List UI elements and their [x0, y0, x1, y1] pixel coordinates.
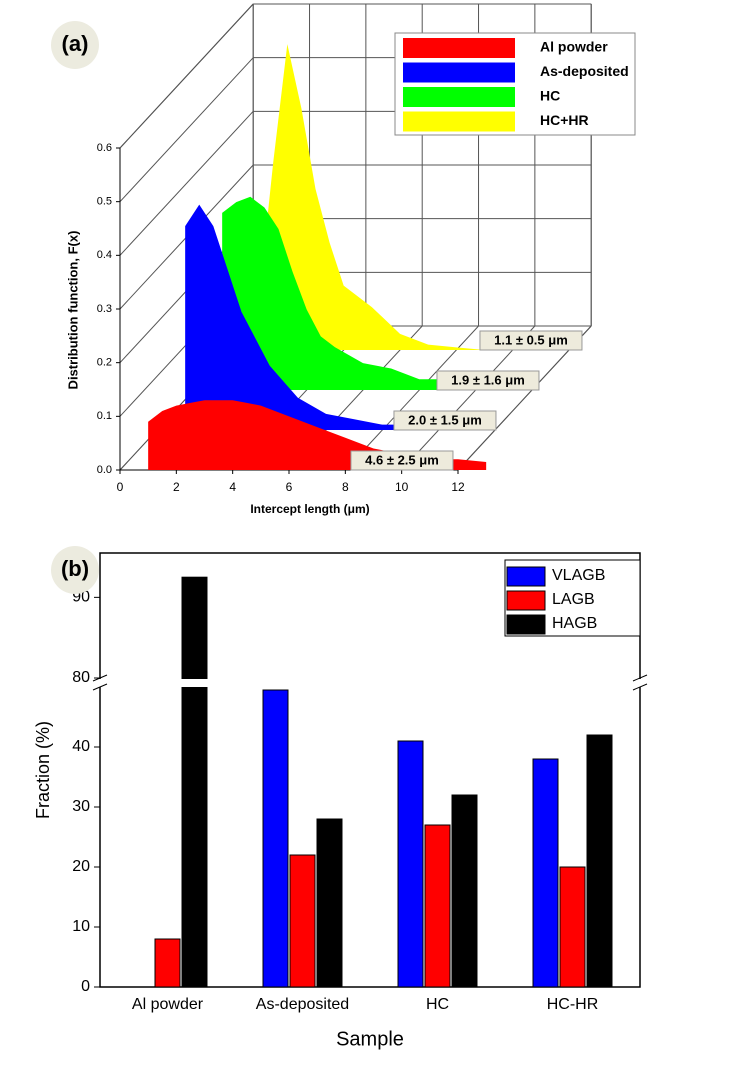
x-tick-label: As-deposited	[256, 996, 349, 1013]
bar	[559, 866, 586, 988]
panel-badge	[51, 21, 99, 69]
annotation: 1.1 ± 0.5 μm	[494, 332, 568, 347]
x-tick-label: Al powder	[132, 996, 204, 1013]
y-tick-label: 0.4	[97, 249, 112, 261]
bar	[397, 740, 424, 988]
plot-frame	[99, 552, 641, 988]
x-tick-label: HC	[426, 996, 449, 1013]
y-tick-label: 0.2	[97, 357, 112, 369]
annotation-box	[436, 370, 540, 391]
y-tick-label: 0	[81, 978, 90, 995]
y-tick-label: 30	[72, 798, 90, 815]
x-tick-label: 8	[342, 480, 349, 494]
bar	[532, 758, 559, 988]
legend-label: As-deposited	[540, 63, 629, 79]
bar	[289, 854, 316, 988]
legend-label: HC	[540, 88, 560, 104]
break-mark	[632, 683, 648, 691]
distribution-area	[185, 204, 524, 430]
legend-swatch	[506, 566, 546, 587]
bar	[586, 734, 613, 988]
annotation: 2.0 ± 1.5 μm	[408, 412, 482, 427]
grid-line	[119, 57, 254, 203]
legend-label: Al powder	[540, 39, 608, 55]
legend-swatch	[506, 590, 546, 611]
distribution-area	[148, 400, 487, 470]
grid-line	[119, 3, 254, 149]
x-tick-label: 10	[395, 480, 409, 494]
legend-swatch	[403, 87, 515, 107]
panel-label: (a)	[62, 31, 89, 56]
x-tick-label: 12	[451, 480, 465, 494]
y-tick-label: 0.3	[97, 303, 112, 315]
annotation: 1.9 ± 1.6 μm	[451, 372, 525, 387]
x-tick-label: 4	[229, 480, 236, 494]
x-tick-label: 6	[286, 480, 293, 494]
legend-label: VLAGB	[552, 567, 605, 584]
bar	[181, 576, 208, 988]
y-tick-label: 40	[72, 738, 90, 755]
y-tick-label: 0.0	[97, 464, 112, 476]
legend-label: HC+HR	[540, 112, 589, 128]
bar	[424, 824, 451, 988]
y-axis-title: Fraction (%)	[33, 721, 53, 819]
break-mark	[632, 674, 648, 682]
x-tick-label: 0	[117, 480, 124, 494]
x-tick-label: HC-HR	[547, 996, 599, 1013]
y-axis-title: Distribution function, F(x)	[65, 231, 80, 390]
bar	[316, 818, 343, 988]
legend-swatch	[403, 38, 515, 58]
legend-swatch	[403, 111, 515, 132]
bar	[451, 794, 478, 988]
break-mark	[92, 674, 108, 682]
break-mark	[92, 683, 108, 691]
legend-label: HAGB	[552, 615, 597, 632]
y-tick-label: 20	[72, 858, 90, 875]
legend-swatch	[403, 62, 515, 83]
x-axis-title: Sample	[336, 1028, 404, 1050]
panel-label: (b)	[61, 556, 89, 581]
distribution-area	[222, 196, 561, 390]
y-tick-label: 0.6	[97, 142, 112, 154]
annotation-box	[479, 330, 583, 351]
annotation-box	[350, 450, 454, 471]
bar	[262, 689, 289, 988]
y-tick-label: 0.5	[97, 196, 112, 208]
annotation: 4.6 ± 2.5 μm	[365, 452, 439, 467]
axis-break	[92, 679, 648, 687]
bar	[154, 938, 181, 988]
y-tick-label: 0.1	[97, 410, 112, 422]
x-axis-title: Intercept length (μm)	[250, 502, 369, 516]
annotation-box	[393, 410, 497, 431]
y-tick-label: 80	[72, 669, 90, 686]
legend-swatch	[506, 614, 546, 635]
legend-label: LAGB	[552, 591, 595, 608]
y-tick-label: 10	[72, 918, 90, 935]
grid-line	[119, 110, 254, 256]
panel-badge	[51, 546, 99, 594]
x-tick-label: 2	[173, 480, 180, 494]
